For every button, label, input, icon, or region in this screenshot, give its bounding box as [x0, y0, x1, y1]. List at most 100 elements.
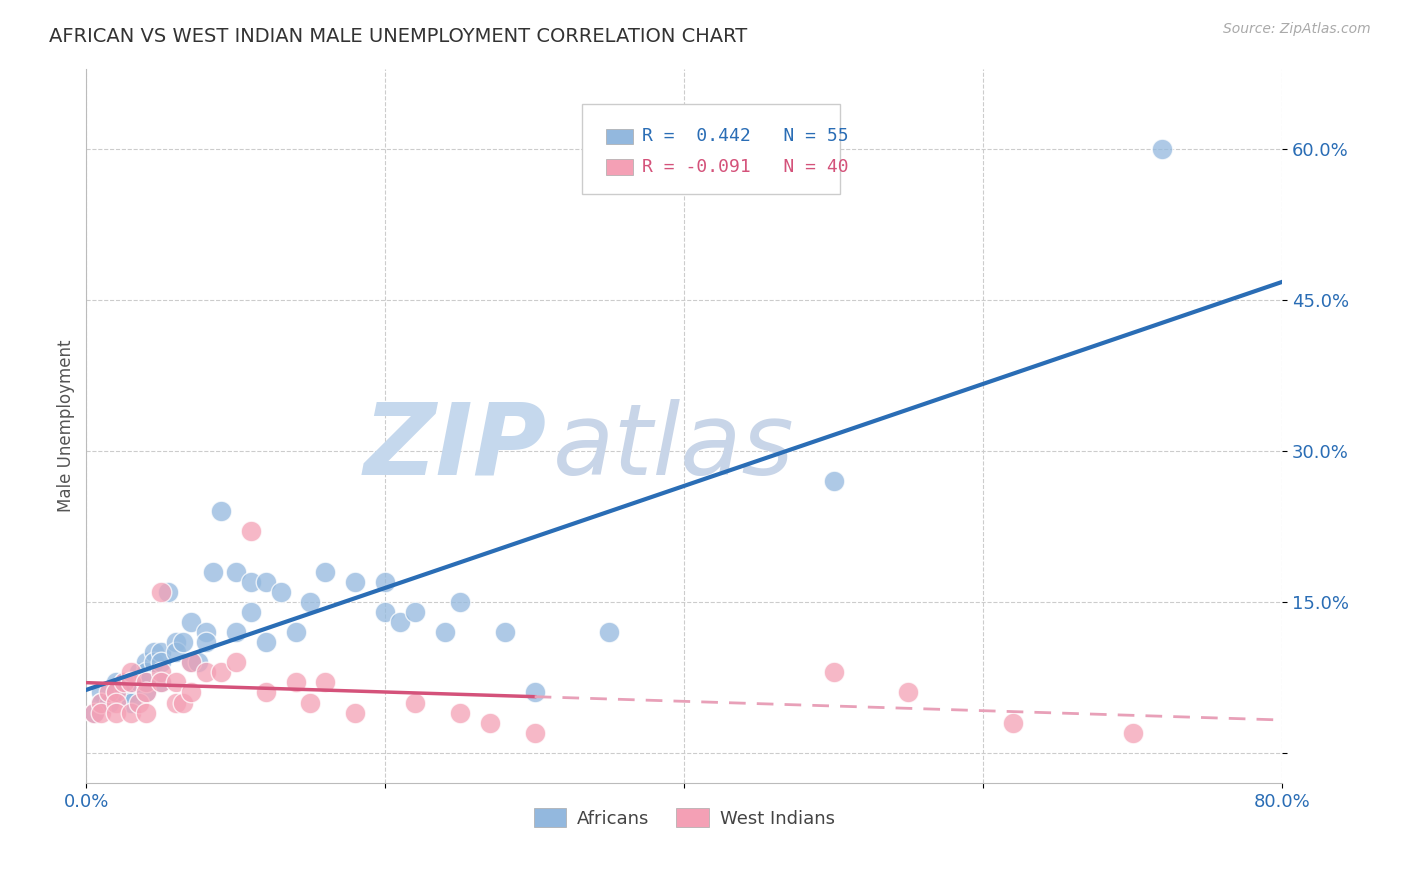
Point — [449, 595, 471, 609]
Point — [135, 685, 157, 699]
Point — [165, 645, 187, 659]
Point — [165, 675, 187, 690]
Y-axis label: Male Unemployment: Male Unemployment — [58, 340, 75, 512]
Point — [135, 706, 157, 720]
Point — [135, 655, 157, 669]
Point — [523, 685, 546, 699]
Point — [239, 524, 262, 539]
Point — [374, 574, 396, 589]
Point — [105, 685, 128, 699]
Point — [112, 685, 135, 699]
Point — [823, 474, 845, 488]
Point — [1001, 715, 1024, 730]
Point — [142, 645, 165, 659]
Point — [135, 675, 157, 690]
FancyBboxPatch shape — [606, 160, 633, 175]
Point — [389, 615, 412, 629]
Point — [83, 706, 105, 720]
Point — [150, 675, 173, 690]
Point — [202, 565, 225, 579]
Point — [135, 685, 157, 699]
Text: R =  0.442   N = 55: R = 0.442 N = 55 — [643, 128, 849, 145]
Point — [254, 574, 277, 589]
Point — [135, 665, 157, 680]
Point — [344, 706, 367, 720]
Text: R = -0.091   N = 40: R = -0.091 N = 40 — [643, 158, 849, 176]
Point — [150, 584, 173, 599]
Point — [120, 675, 142, 690]
Point — [194, 665, 217, 680]
Point — [150, 645, 173, 659]
Point — [112, 675, 135, 690]
Point — [97, 685, 120, 699]
Point — [209, 665, 232, 680]
Point — [172, 635, 194, 649]
Point — [478, 715, 501, 730]
Point — [90, 696, 112, 710]
Point — [105, 675, 128, 690]
Point — [135, 675, 157, 690]
Point — [494, 625, 516, 640]
Point — [150, 665, 173, 680]
Point — [142, 655, 165, 669]
Point — [254, 635, 277, 649]
Point — [284, 675, 307, 690]
Point — [90, 685, 112, 699]
Point — [254, 685, 277, 699]
Point — [83, 706, 105, 720]
Point — [449, 706, 471, 720]
Point — [823, 665, 845, 680]
Point — [225, 625, 247, 640]
Legend: Africans, West Indians: Africans, West Indians — [526, 801, 842, 835]
Point — [194, 625, 217, 640]
Point — [314, 675, 336, 690]
Text: atlas: atlas — [553, 399, 794, 496]
FancyBboxPatch shape — [606, 128, 633, 145]
Point — [90, 706, 112, 720]
Point — [180, 615, 202, 629]
Point — [120, 706, 142, 720]
Point — [165, 635, 187, 649]
Point — [404, 605, 426, 619]
Point — [180, 685, 202, 699]
Point — [128, 675, 150, 690]
Point — [433, 625, 456, 640]
Point — [897, 685, 920, 699]
Point — [270, 584, 292, 599]
Point — [194, 635, 217, 649]
Point — [299, 696, 322, 710]
Point — [225, 565, 247, 579]
Point — [187, 655, 209, 669]
Point — [90, 696, 112, 710]
FancyBboxPatch shape — [582, 104, 839, 194]
Point — [120, 685, 142, 699]
Point — [225, 655, 247, 669]
Point — [120, 675, 142, 690]
Point — [284, 625, 307, 640]
Point — [239, 605, 262, 619]
Point — [1121, 725, 1143, 739]
Point — [299, 595, 322, 609]
Point — [165, 696, 187, 710]
Point — [180, 655, 202, 669]
Point — [112, 675, 135, 690]
Point — [120, 665, 142, 680]
Point — [404, 696, 426, 710]
Point — [344, 574, 367, 589]
Point — [157, 584, 180, 599]
Point — [150, 675, 173, 690]
Point — [128, 696, 150, 710]
Point — [239, 574, 262, 589]
Point — [128, 665, 150, 680]
Text: Source: ZipAtlas.com: Source: ZipAtlas.com — [1223, 22, 1371, 37]
Point — [97, 696, 120, 710]
Point — [105, 685, 128, 699]
Point — [105, 696, 128, 710]
Point — [120, 696, 142, 710]
Point — [180, 655, 202, 669]
Point — [105, 706, 128, 720]
Point — [598, 625, 620, 640]
Text: ZIP: ZIP — [364, 399, 547, 496]
Text: AFRICAN VS WEST INDIAN MALE UNEMPLOYMENT CORRELATION CHART: AFRICAN VS WEST INDIAN MALE UNEMPLOYMENT… — [49, 27, 748, 45]
Point — [1152, 142, 1174, 156]
